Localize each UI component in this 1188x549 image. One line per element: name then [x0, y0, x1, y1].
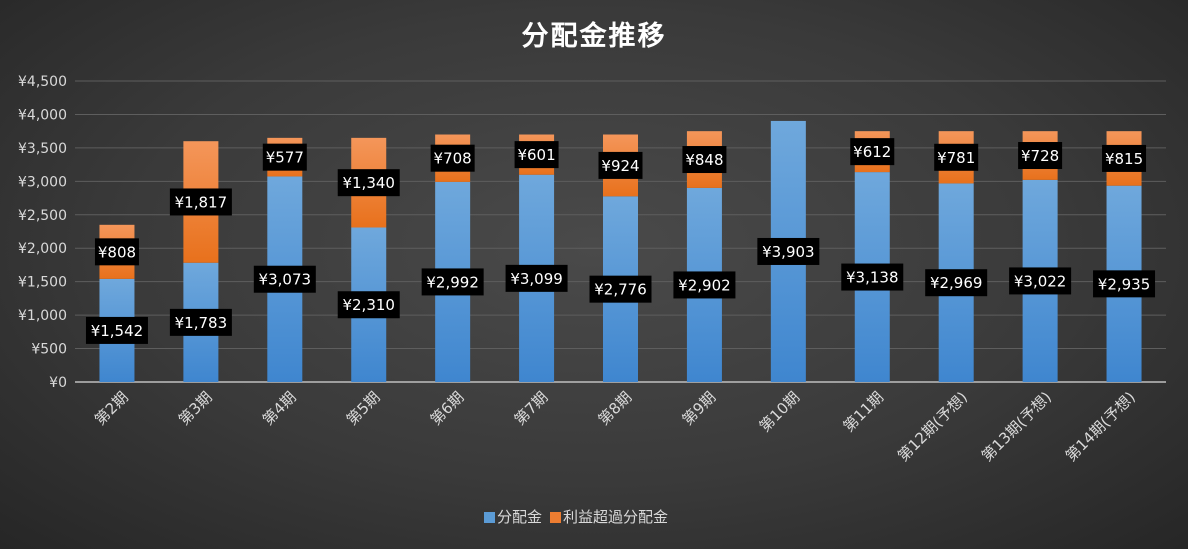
data-label: ¥3,138 [846, 269, 899, 287]
y-tick-label: ¥4,500 [18, 74, 67, 90]
data-label: ¥808 [98, 243, 136, 261]
data-label-box [757, 237, 820, 265]
data-label-box [673, 271, 736, 299]
data-label-box [253, 265, 316, 293]
data-label-box [1102, 144, 1147, 172]
data-label-box [841, 263, 904, 291]
x-tick-label: 第3期 [175, 388, 216, 429]
x-tick-label: 第13期(予想) [978, 388, 1055, 465]
x-tick-label: 第4期 [259, 388, 300, 429]
data-label-box [682, 146, 727, 174]
data-label: ¥2,992 [426, 273, 479, 291]
y-tick-label: ¥4,000 [18, 107, 67, 123]
y-tick-label: ¥3,500 [18, 141, 67, 157]
data-label-box [934, 143, 979, 171]
y-tick-label: ¥1,000 [18, 308, 67, 324]
data-label-box [925, 269, 988, 297]
data-label-box [94, 238, 139, 266]
y-tick-label: ¥0 [49, 375, 67, 391]
legend-label: 利益超過分配金 [563, 508, 668, 526]
x-tick-label: 第12期(予想) [894, 388, 971, 465]
data-label: ¥1,783 [175, 314, 228, 332]
data-label: ¥2,902 [678, 276, 731, 294]
data-label-box [169, 188, 232, 216]
data-label: ¥3,022 [1014, 272, 1067, 290]
legend-label: 分配金 [497, 508, 542, 526]
data-label: ¥2,310 [342, 296, 395, 314]
data-label: ¥728 [1021, 147, 1059, 165]
data-label: ¥3,073 [259, 271, 312, 289]
x-tick-label: 第11期 [840, 388, 887, 435]
x-tick-label: 第7期 [511, 388, 552, 429]
x-tick-label: 第8期 [595, 388, 636, 429]
data-label-box [85, 316, 148, 344]
x-tick-label: 第2期 [91, 388, 132, 429]
data-label: ¥708 [434, 150, 472, 168]
data-label: ¥3,099 [510, 270, 563, 288]
data-label: ¥1,817 [175, 193, 228, 211]
legend-swatch [484, 512, 495, 523]
y-tick-label: ¥500 [31, 342, 67, 358]
data-label: ¥2,776 [594, 281, 647, 299]
data-label-box [421, 268, 484, 296]
y-tick-label: ¥2,500 [18, 208, 67, 224]
x-tick-label: 第5期 [343, 388, 384, 429]
data-label-box [262, 143, 307, 171]
data-label-box [1018, 142, 1063, 170]
data-label: ¥601 [517, 146, 555, 164]
y-tick-label: ¥1,500 [18, 275, 67, 291]
data-label-box [514, 141, 559, 169]
data-label-box [850, 138, 895, 166]
data-label-box [430, 144, 475, 172]
data-label: ¥577 [266, 149, 304, 167]
x-tick-label: 第10期 [756, 388, 803, 435]
data-label-box [1009, 267, 1072, 295]
data-label: ¥815 [1105, 150, 1143, 168]
data-label: ¥924 [601, 157, 639, 175]
data-label: ¥2,969 [930, 274, 983, 292]
data-label: ¥3,903 [762, 243, 815, 261]
data-label-box [598, 151, 643, 179]
data-label: ¥1,542 [91, 322, 144, 340]
data-label: ¥848 [685, 151, 723, 169]
data-label-box [337, 169, 400, 197]
data-labels: ¥1,542 ¥808 ¥1,783 ¥1,817 ¥3,073 ¥577 ¥2,310 ¥1… [85, 138, 1156, 344]
legend: 分配金 利益超過分配金 [484, 508, 668, 526]
y-tick-label: ¥2,000 [18, 241, 67, 257]
legend-swatch [550, 512, 561, 523]
y-axis: ¥0 ¥500 ¥1,000 ¥1,500 ¥2,000 ¥2,500 ¥3,000 ¥3,5… [18, 74, 67, 391]
data-label-box [169, 308, 232, 336]
data-label-box [337, 291, 400, 319]
data-label: ¥1,340 [342, 174, 395, 192]
data-label-box [505, 264, 568, 292]
chart-title: 分配金推移 [522, 20, 667, 52]
x-tick-label: 第6期 [427, 388, 468, 429]
x-tick-label: 第9期 [679, 388, 720, 429]
data-label: ¥612 [853, 143, 891, 161]
data-label-box [1093, 270, 1156, 298]
y-tick-label: ¥3,000 [18, 174, 67, 190]
data-label-box [589, 275, 652, 303]
x-axis: 第2期 第3期 第4期 第5期 第6期 第7期 第8期 第9期 第10期 第11期 第12期(予想)… [91, 388, 1139, 465]
data-label: ¥2,935 [1098, 275, 1151, 293]
x-tick-label: 第14期(予想) [1062, 388, 1139, 465]
data-label: ¥781 [937, 149, 975, 167]
